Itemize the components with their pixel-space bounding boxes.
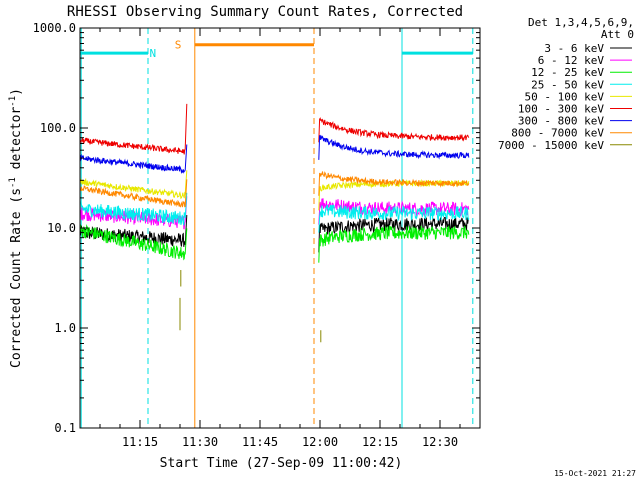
series-line-post (318, 171, 470, 196)
y-axis-label-sup2: -1 (8, 96, 18, 107)
y-axis-label-part1: Corrected Count Rate (s (9, 188, 24, 368)
series-line-post (318, 134, 470, 160)
y-axis-label-sup1: -1 (8, 177, 18, 188)
mode-flags: NS (80, 39, 473, 60)
legend-entry-label: 7000 - 15000 keV (498, 139, 604, 152)
legend-entry-label: 25 - 50 keV (531, 78, 604, 91)
series-line-pre (79, 170, 188, 200)
legend-entry-label: 50 - 100 keV (525, 90, 605, 103)
legend-entry-label: 12 - 25 keV (531, 66, 604, 79)
footer-timestamp: 15-Oct-2021 21:27 (554, 469, 636, 478)
y-axis-label-part3: ) (9, 88, 24, 96)
series-line-pre (79, 144, 188, 175)
y-tick-label: 1000.0 (33, 21, 76, 35)
series-line-pre (79, 179, 188, 208)
mode-boundaries (80, 28, 474, 428)
series-line-pre (79, 224, 188, 261)
series-line-pre (79, 103, 188, 155)
axes: 1000.0 100.0 10.0 1.0 0.1 11:15 11:30 11:45 12:0… (33, 21, 481, 449)
y-tick-label: 10.0 (47, 221, 76, 235)
legend-header-line1: Det 1,3,4,5,6,9, (528, 16, 634, 29)
series-lines (79, 103, 470, 343)
x-tick-label: 11:15 (122, 435, 158, 449)
y-tick-label: 100.0 (40, 121, 76, 135)
x-tick-label: 12:30 (422, 435, 458, 449)
flag-label: N (149, 47, 156, 60)
x-axis-label: Start Time (27-Sep-09 11:00:42) (160, 456, 403, 471)
chart-title: RHESSI Observing Summary Count Rates, Co… (67, 4, 463, 20)
x-tick-label: 11:45 (242, 435, 278, 449)
series-line-post (318, 117, 470, 143)
legend-header-line2: Att 0 (601, 28, 634, 41)
legend-entry-label: 6 - 12 keV (538, 54, 605, 67)
x-tick-label: 11:30 (182, 435, 218, 449)
legend-entry-label: 300 - 800 keV (518, 115, 604, 128)
x-tick-label: 12:00 (302, 435, 338, 449)
y-tick-label: 1.0 (54, 321, 76, 335)
legend-entry-label: 100 - 300 keV (518, 103, 604, 116)
flag-label: S (175, 39, 182, 52)
y-axis-label: Corrected Count Rate (s-1 detector-1) (8, 88, 24, 368)
series-line-post (318, 204, 470, 233)
legend-entry-label: 3 - 6 keV (544, 42, 604, 55)
y-tick-label: 0.1 (54, 421, 76, 435)
series-line-pre (79, 192, 188, 226)
series-line-post (318, 225, 470, 263)
x-tick-label: 12:15 (362, 435, 398, 449)
legend-entry-label: 800 - 7000 keV (511, 127, 604, 140)
y-axis-label-part2: detector (9, 107, 24, 178)
